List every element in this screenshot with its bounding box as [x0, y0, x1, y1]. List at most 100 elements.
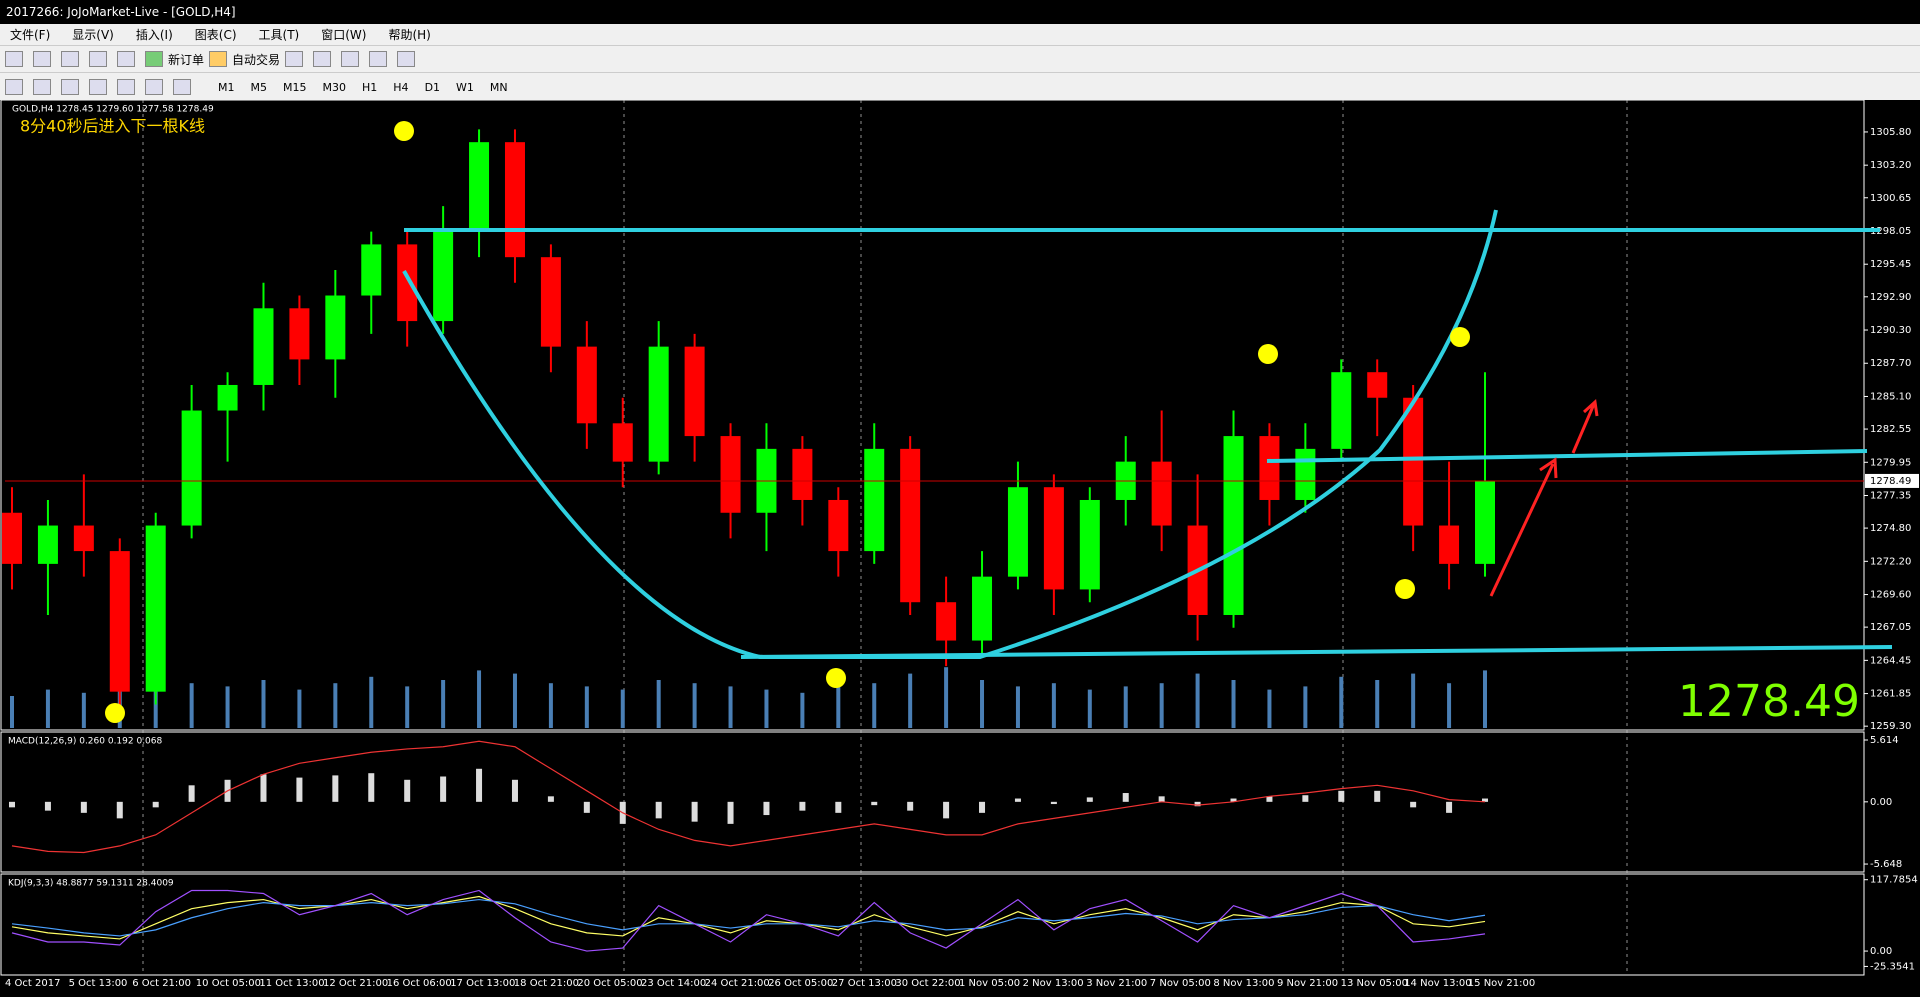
panel-border: [0, 873, 1865, 976]
menu-item[interactable]: 显示(V): [72, 27, 114, 42]
volume-bar: [1195, 673, 1200, 728]
toolbar-button[interactable]: 新订单: [168, 52, 205, 67]
icon[interactable]: [145, 51, 163, 67]
timeframe[interactable]: MN: [489, 80, 508, 94]
volume-bar: [1375, 680, 1380, 728]
x-tick-label: 15 Nov 21:00: [1468, 978, 1535, 989]
volume-bar: [81, 692, 86, 728]
timeframe[interactable]: M1: [218, 80, 235, 94]
arrow: [1571, 398, 1599, 454]
panel-border: [0, 100, 1865, 731]
volume-bar: [1303, 686, 1308, 728]
toolbar-button[interactable]: 自动交易: [232, 52, 281, 67]
macd-bar: [1266, 796, 1273, 802]
macd-bar: [188, 785, 195, 802]
icon[interactable]: [341, 51, 360, 67]
trend-line: [402, 209, 1498, 659]
menu-item[interactable]: 图表(C): [194, 27, 237, 42]
volume-bar: [800, 692, 805, 728]
x-tick-label: 18 Oct 21:00: [514, 978, 579, 989]
icon[interactable]: [117, 78, 135, 95]
macd-bar: [1446, 801, 1453, 813]
x-tick-label: 9 Nov 21:00: [1277, 978, 1338, 989]
toolbar: M1 M5 M15 M30 H1 H4 D1 W1 MN: [0, 72, 1920, 100]
volume-bar: [1483, 670, 1487, 728]
volume-bar: [944, 667, 949, 728]
macd-bar: [260, 774, 267, 802]
timeframe[interactable]: M5: [250, 80, 268, 94]
candle-body: [1439, 525, 1460, 564]
y-tick-label: 0.00: [1870, 946, 1892, 957]
y-tick-label: 1295.45: [1870, 259, 1911, 270]
volume-bar: [908, 673, 913, 728]
macd-bar: [1014, 798, 1021, 802]
timeframe[interactable]: M30: [322, 80, 347, 94]
y-tick-label: 1292.90: [1870, 292, 1911, 303]
icon[interactable]: [145, 78, 163, 95]
timeframe[interactable]: W1: [456, 80, 474, 94]
icon[interactable]: [173, 78, 191, 95]
icon[interactable]: [61, 78, 79, 95]
volume-bar: [261, 680, 266, 728]
macd-bar: [979, 801, 986, 813]
candle-body: [253, 308, 274, 385]
menu-item[interactable]: 文件(F): [10, 27, 51, 42]
x-tick-label: 14 Nov 13:00: [1404, 978, 1471, 989]
macd-bar: [1050, 801, 1057, 805]
icon[interactable]: [61, 51, 79, 67]
volume-bar: [441, 680, 446, 728]
icon[interactable]: [5, 51, 23, 67]
volume-bar: [584, 686, 589, 728]
y-tick-label: 1269.60: [1870, 590, 1911, 601]
macd-bar: [1230, 798, 1237, 802]
icon[interactable]: [397, 51, 416, 67]
macd-bar: [404, 779, 411, 802]
menu-item[interactable]: 插入(I): [135, 27, 173, 42]
signal-marker: [1450, 327, 1470, 347]
x-tick-label: 27 Oct 13:00: [832, 978, 897, 989]
macd-bar: [440, 776, 447, 802]
menu-item[interactable]: 窗口(W): [321, 27, 367, 42]
macd-bar: [511, 779, 518, 802]
icon[interactable]: [33, 78, 51, 95]
macd-bar: [1086, 797, 1093, 802]
y-tick-label: 1300.65: [1870, 193, 1911, 204]
y-tick-label: -5.648: [1870, 859, 1902, 870]
volume-bar: [1159, 683, 1164, 728]
y-tick-label: 1285.10: [1870, 391, 1911, 402]
icon[interactable]: [313, 51, 332, 67]
signal-marker: [105, 703, 125, 723]
timeframe[interactable]: H1: [362, 80, 378, 94]
volume-bar: [1447, 683, 1452, 728]
x-tick-label: 1 Nov 05:00: [959, 978, 1020, 989]
timeframe[interactable]: H4: [393, 80, 409, 94]
volume-bar: [369, 676, 374, 728]
chart-info: GOLD,H4 1278.45 1279.60 1277.58 1278.49: [12, 105, 214, 115]
y-tick-label: 1303.20: [1870, 160, 1911, 171]
menu-item[interactable]: 帮助(H): [388, 27, 431, 42]
candle-body: [936, 602, 957, 641]
timeframe[interactable]: M15: [283, 80, 307, 94]
icon[interactable]: [117, 51, 135, 67]
menu-item[interactable]: 工具(T): [258, 27, 300, 42]
icon[interactable]: [33, 51, 51, 67]
y-tick-label: 1272.20: [1870, 556, 1911, 567]
icon[interactable]: [5, 78, 23, 95]
candle-body: [325, 295, 346, 360]
candle-body: [1223, 436, 1244, 615]
icon[interactable]: [89, 51, 107, 67]
x-tick-label: 6 Oct 21:00: [132, 978, 191, 989]
candle-body: [504, 142, 525, 258]
macd-bar: [80, 801, 87, 813]
x-tick-label: 13 Nov 05:00: [1341, 978, 1408, 989]
x-tick-label: 5 Oct 13:00: [69, 978, 128, 989]
macd-bar: [1338, 790, 1345, 802]
icon[interactable]: [209, 51, 228, 67]
icon[interactable]: [369, 51, 388, 67]
timeframe[interactable]: D1: [424, 80, 441, 94]
icon[interactable]: [285, 51, 304, 67]
x-tick-label: 2 Nov 13:00: [1023, 978, 1084, 989]
icon[interactable]: [89, 78, 107, 95]
window-title: 2017266: JoJoMarket-Live - [GOLD,H4]: [6, 5, 236, 19]
candle-body: [900, 448, 921, 603]
